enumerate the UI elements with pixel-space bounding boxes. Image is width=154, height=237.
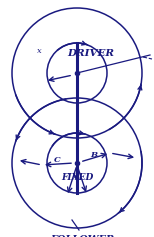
- Text: x: x: [37, 47, 41, 55]
- Text: FIXED: FIXED: [61, 173, 93, 182]
- Text: C: C: [54, 156, 60, 164]
- Text: FOLLOWER: FOLLOWER: [50, 236, 114, 237]
- Text: DRIVER: DRIVER: [67, 49, 115, 58]
- Text: B: B: [90, 151, 98, 159]
